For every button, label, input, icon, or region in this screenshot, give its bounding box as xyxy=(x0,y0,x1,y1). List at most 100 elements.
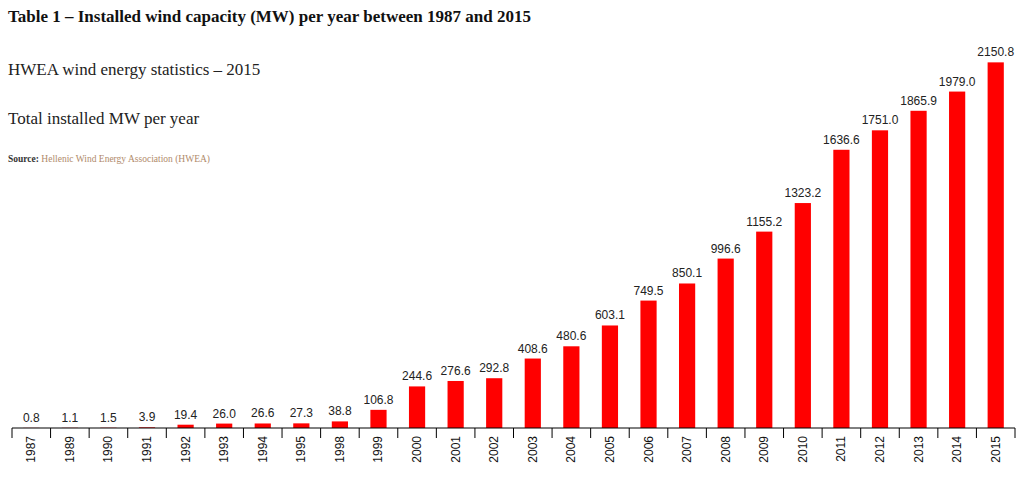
x-tick xyxy=(12,428,13,438)
data-label: 603.1 xyxy=(595,308,625,322)
bar xyxy=(872,130,888,428)
bar xyxy=(525,359,541,428)
bar xyxy=(795,203,811,428)
data-label: 480.6 xyxy=(556,329,586,343)
source-label: Source: xyxy=(8,154,39,164)
bar xyxy=(332,421,348,428)
x-tick-label: 2015 xyxy=(989,436,1003,463)
x-tick xyxy=(783,428,784,438)
bars xyxy=(23,62,1004,428)
data-label: 749.5 xyxy=(634,284,664,298)
data-label: 1155.2 xyxy=(746,215,782,229)
x-tick xyxy=(667,428,668,438)
bar xyxy=(370,410,386,428)
x-tick-label: 1998 xyxy=(333,436,347,463)
bar xyxy=(718,259,734,428)
x-tick-label: 1993 xyxy=(217,436,231,463)
x-tick-label: 2010 xyxy=(796,436,810,463)
x-tick xyxy=(166,428,167,438)
title: Table 1 – Installed wind capacity (MW) p… xyxy=(8,7,531,26)
source-note: Source: Hellenic Wind Energy Association… xyxy=(8,154,210,165)
data-labels: 0.81.11.53.919.426.026.627.338.8106.8244… xyxy=(23,45,1014,425)
x-tick-label: 2000 xyxy=(410,436,424,463)
bar xyxy=(293,423,309,428)
x-tick-label: 2004 xyxy=(564,436,578,463)
subtitle: HWEA wind energy statistics – 2015 xyxy=(8,60,260,79)
x-tick-label: 2007 xyxy=(680,436,694,463)
x-tick-label: 2013 xyxy=(912,436,926,463)
bar xyxy=(602,325,618,428)
x-tick xyxy=(513,428,514,438)
x-tick xyxy=(359,428,360,438)
bar xyxy=(833,150,849,428)
x-tick xyxy=(590,428,591,438)
data-label: 2150.8 xyxy=(977,45,1014,59)
data-label: 292.8 xyxy=(479,361,509,375)
data-label: 244.6 xyxy=(402,369,432,383)
x-tick-label: 2009 xyxy=(757,436,771,463)
x-tick-label: 2011 xyxy=(834,436,848,462)
data-label: 1.5 xyxy=(100,411,117,425)
x-tick xyxy=(552,428,553,438)
data-label: 3.9 xyxy=(139,410,156,424)
data-label: 1751.0 xyxy=(862,113,899,127)
x-tick xyxy=(1015,428,1016,438)
x-tick xyxy=(50,428,51,438)
bar xyxy=(910,111,926,428)
data-label: 276.6 xyxy=(441,364,471,378)
x-tick-label: 2002 xyxy=(487,436,501,463)
x-tick-label: 1994 xyxy=(256,436,270,463)
x-tick-label: 1995 xyxy=(294,436,308,463)
x-tick xyxy=(860,428,861,438)
data-label: 0.8 xyxy=(23,411,40,425)
bar xyxy=(486,378,502,428)
x-tick-label: 1999 xyxy=(371,436,385,463)
x-tick xyxy=(899,428,900,438)
x-tick-label: 2008 xyxy=(719,436,733,463)
x-tick-label: 1987 xyxy=(24,436,38,463)
data-label: 408.6 xyxy=(518,342,548,356)
x-tick xyxy=(127,428,128,438)
x-tick xyxy=(937,428,938,438)
annotation: Total installed MW per year xyxy=(8,109,199,128)
bar xyxy=(949,92,965,428)
data-label: 26.6 xyxy=(251,406,275,420)
x-tick xyxy=(204,428,205,438)
x-tick-label: 1990 xyxy=(101,436,115,463)
x-tick xyxy=(822,428,823,438)
bar xyxy=(679,283,695,428)
x-tick xyxy=(89,428,90,438)
x-tick-label: 2005 xyxy=(603,436,617,463)
x-tick xyxy=(706,428,707,438)
data-label: 26.0 xyxy=(212,407,236,421)
x-tick xyxy=(436,428,437,438)
bar xyxy=(255,423,271,428)
x-tick-label: 2014 xyxy=(950,436,964,463)
x-axis: 1987198919901991199219931994199519981999… xyxy=(12,428,1015,463)
x-tick xyxy=(320,428,321,438)
x-tick-label: 2006 xyxy=(642,436,656,463)
bar xyxy=(216,424,232,428)
x-tick-label: 1992 xyxy=(179,436,193,463)
x-tick xyxy=(976,428,977,438)
x-tick xyxy=(397,428,398,438)
data-label: 27.3 xyxy=(290,406,314,420)
data-label: 850.1 xyxy=(672,266,702,280)
data-label: 1.1 xyxy=(62,411,79,425)
data-label: 1636.6 xyxy=(823,133,860,147)
data-label: 38.8 xyxy=(328,404,352,418)
bar xyxy=(756,232,772,428)
x-tick-label: 2012 xyxy=(873,436,887,463)
x-tick-label: 1989 xyxy=(63,436,77,463)
data-label: 996.6 xyxy=(711,242,741,256)
x-tick-label: 2001 xyxy=(449,436,463,463)
data-label: 1323.2 xyxy=(784,186,821,200)
data-label: 1865.9 xyxy=(900,94,937,108)
data-label: 106.8 xyxy=(363,393,393,407)
x-tick xyxy=(744,428,745,438)
x-tick xyxy=(243,428,244,438)
bar xyxy=(409,386,425,428)
x-tick xyxy=(282,428,283,438)
bar xyxy=(448,381,464,428)
data-label: 1979.0 xyxy=(939,75,976,89)
